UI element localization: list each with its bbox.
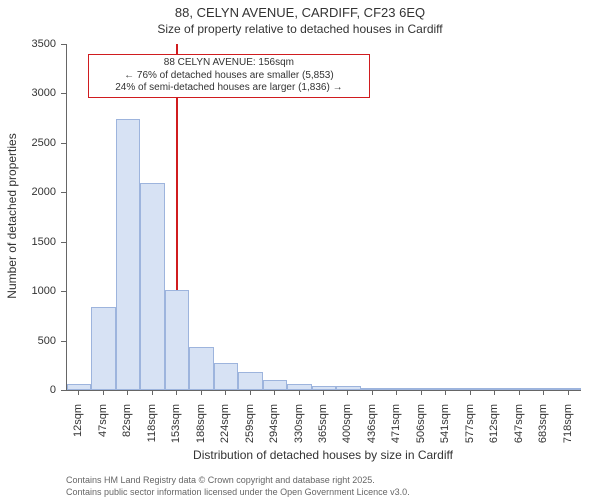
y-tick-label: 2000 [0, 186, 56, 198]
bar [263, 380, 287, 390]
annotation-line-3: 24% of semi-detached houses are larger (… [93, 82, 366, 95]
bar [361, 388, 385, 390]
bar [434, 388, 458, 390]
x-tick-mark [470, 390, 471, 395]
y-tick-label: 1000 [0, 285, 56, 297]
x-tick-mark [568, 390, 569, 395]
y-tick-label: 3500 [0, 38, 56, 50]
bar [532, 388, 556, 390]
y-tick-mark [61, 192, 66, 193]
x-tick-mark [396, 390, 397, 395]
annotation-line-1: 88 CELYN AVENUE: 156sqm [93, 57, 366, 70]
x-tick-label: 612sqm [488, 404, 500, 464]
x-tick-label: 506sqm [415, 404, 427, 464]
x-tick-mark [445, 390, 446, 395]
x-tick-mark [372, 390, 373, 395]
chart-title-main: 88, CELYN AVENUE, CARDIFF, CF23 6EQ [0, 5, 600, 20]
x-tick-label: 471sqm [390, 404, 402, 464]
x-tick-label: 47sqm [97, 404, 109, 464]
bar [385, 388, 409, 390]
x-tick-mark [152, 390, 153, 395]
x-tick-label: 224sqm [219, 404, 231, 464]
x-tick-mark [201, 390, 202, 395]
bar [508, 388, 532, 390]
x-tick-label: 259sqm [244, 404, 256, 464]
plot-area: 88 CELYN AVENUE: 156sqm ← 76% of detache… [66, 44, 581, 391]
x-tick-label: 188sqm [195, 404, 207, 464]
bar [91, 307, 115, 390]
x-tick-label: 294sqm [268, 404, 280, 464]
x-tick-mark [274, 390, 275, 395]
bar [116, 119, 140, 390]
y-tick-mark [61, 291, 66, 292]
y-tick-label: 1500 [0, 236, 56, 248]
x-tick-label: 718sqm [562, 404, 574, 464]
x-tick-mark [494, 390, 495, 395]
footer-line-1: Contains HM Land Registry data © Crown c… [66, 475, 375, 485]
x-tick-label: 153sqm [170, 404, 182, 464]
x-tick-mark [176, 390, 177, 395]
x-tick-mark [250, 390, 251, 395]
bar [410, 388, 434, 390]
x-tick-mark [127, 390, 128, 395]
footer-line-2: Contains public sector information licen… [66, 487, 410, 497]
y-tick-label: 2500 [0, 137, 56, 149]
bar [67, 384, 91, 390]
y-tick-mark [61, 93, 66, 94]
x-tick-mark [543, 390, 544, 395]
annotation-line-2: ← 76% of detached houses are smaller (5,… [93, 70, 366, 83]
x-tick-mark [78, 390, 79, 395]
y-tick-label: 3000 [0, 87, 56, 99]
x-tick-label: 365sqm [317, 404, 329, 464]
chart-title-sub: Size of property relative to detached ho… [0, 22, 600, 36]
bar [214, 363, 238, 390]
y-tick-label: 500 [0, 335, 56, 347]
bar [557, 388, 581, 390]
x-tick-mark [347, 390, 348, 395]
bar [287, 384, 311, 390]
x-tick-label: 683sqm [537, 404, 549, 464]
y-tick-mark [61, 242, 66, 243]
chart-root: 88, CELYN AVENUE, CARDIFF, CF23 6EQ Size… [0, 0, 600, 500]
x-tick-mark [323, 390, 324, 395]
x-tick-mark [299, 390, 300, 395]
bar [140, 183, 164, 390]
x-tick-label: 647sqm [513, 404, 525, 464]
x-tick-label: 82sqm [121, 404, 133, 464]
y-tick-label: 0 [0, 384, 56, 396]
y-tick-mark [61, 44, 66, 45]
bar [336, 386, 360, 390]
x-tick-label: 118sqm [146, 404, 158, 464]
x-tick-label: 541sqm [439, 404, 451, 464]
bar [238, 372, 262, 390]
bar [459, 388, 483, 390]
x-tick-mark [225, 390, 226, 395]
x-tick-mark [421, 390, 422, 395]
x-tick-label: 330sqm [293, 404, 305, 464]
x-tick-label: 436sqm [366, 404, 378, 464]
bar [165, 290, 189, 390]
bar [483, 388, 507, 390]
x-tick-mark [103, 390, 104, 395]
x-tick-label: 12sqm [72, 404, 84, 464]
y-tick-mark [61, 143, 66, 144]
x-tick-label: 400sqm [341, 404, 353, 464]
annotation-box: 88 CELYN AVENUE: 156sqm ← 76% of detache… [88, 54, 371, 98]
y-tick-mark [61, 390, 66, 391]
bar [189, 347, 213, 390]
x-tick-mark [519, 390, 520, 395]
y-tick-mark [61, 341, 66, 342]
x-tick-label: 577sqm [464, 404, 476, 464]
